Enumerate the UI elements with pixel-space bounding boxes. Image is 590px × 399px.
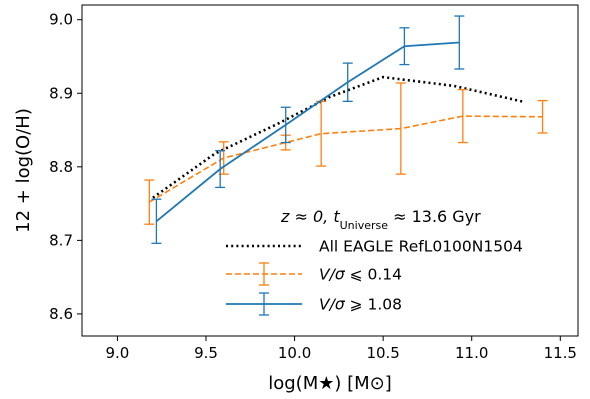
axes-frame bbox=[81, 4, 579, 337]
legend-label: All EAGLE RefL0100N1504 bbox=[319, 238, 523, 256]
plot-series bbox=[144, 15, 548, 244]
y-ticks: 8.6 8.7 8.8 8.9 9.0 bbox=[49, 11, 82, 323]
series-line bbox=[155, 41, 460, 222]
series-0 bbox=[152, 75, 526, 199]
series-line bbox=[152, 75, 526, 199]
annotation: z ≈ 0, tUniverse ≈ 13.6 Gyr bbox=[280, 207, 481, 232]
annotation-sub: Universe bbox=[340, 219, 389, 232]
annotation-tail: ≈ 13.6 Gyr bbox=[388, 207, 481, 226]
x-tick-label: 10.5 bbox=[366, 344, 399, 362]
x-axis-label: log(M★) [M⊙] bbox=[268, 373, 392, 394]
x-tick-label: 9.5 bbox=[194, 344, 218, 362]
y-axis-label: 12 + log(O/H) bbox=[13, 108, 34, 233]
legend: All EAGLE RefL0100N1504 V/σ ⩽ 0.14 V/σ ⩾ 1… bbox=[226, 238, 523, 316]
legend-label: V/σ ⩾ 1.08 bbox=[319, 296, 402, 314]
y-tick-label: 8.7 bbox=[49, 231, 73, 249]
x-tick-label: 11.5 bbox=[544, 344, 577, 362]
series-1 bbox=[144, 82, 548, 225]
y-tick-label: 8.8 bbox=[49, 158, 73, 176]
x-tick-label: 10.0 bbox=[278, 344, 311, 362]
y-tick-label: 8.9 bbox=[49, 84, 73, 102]
x-tick-label: 11.0 bbox=[455, 344, 488, 362]
series-2 bbox=[151, 15, 465, 244]
annotation-main: z ≈ 0, t bbox=[280, 207, 340, 226]
x-tick-label: 9.0 bbox=[105, 344, 129, 362]
series-line bbox=[148, 115, 543, 203]
y-tick-label: 8.6 bbox=[49, 305, 73, 323]
x-ticks: 9.0 9.5 10.0 10.5 11.0 11.5 bbox=[105, 336, 577, 362]
y-tick-label: 9.0 bbox=[49, 11, 73, 29]
legend-label: V/σ ⩽ 0.14 bbox=[319, 266, 402, 284]
